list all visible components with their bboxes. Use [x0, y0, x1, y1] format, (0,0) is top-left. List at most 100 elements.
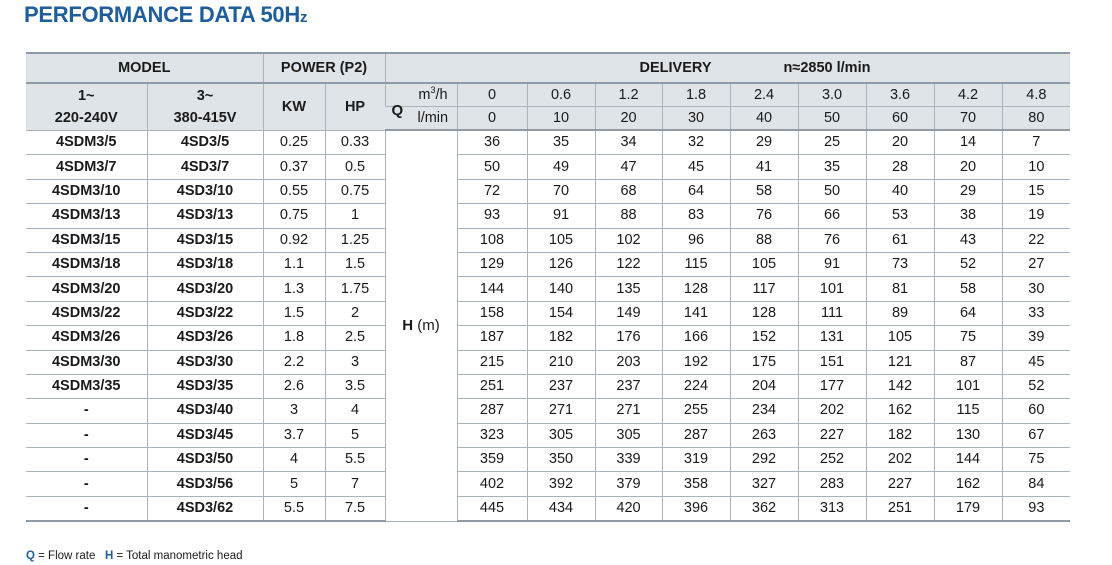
model-single-phase: 4SDM3/15 [26, 228, 147, 253]
head-value: 420 [594, 496, 663, 523]
header-row-m3h: 1~ 220-240V 3~ 380-415V KW HP Q m3/h 0 0.6… [26, 83, 1071, 131]
power-kw: 0.55 [262, 179, 326, 205]
head-value: 52 [933, 252, 1003, 278]
head-value: 144 [456, 276, 528, 302]
head-value: 319 [661, 447, 731, 473]
power-hp: 4 [324, 398, 386, 424]
head-value: 29 [933, 179, 1003, 205]
head-value: 35 [526, 130, 596, 156]
head-value: 60 [1001, 398, 1071, 424]
table-row: 4SDM3/30 4SD3/30 2.2 3 215 210 203 192 175 151 121… [26, 350, 1071, 375]
table-row: 4SDM3/35 4SD3/35 2.6 3.5 251 237 237 224 204 177 1… [26, 374, 1071, 400]
head-value: 305 [594, 423, 663, 449]
model-three-phase: 4SD3/5 [146, 130, 264, 156]
hp-header: HP [324, 83, 386, 131]
power-hp: 1 [324, 203, 386, 229]
head-value: 227 [797, 423, 867, 449]
head-value: 162 [933, 471, 1003, 497]
power-kw: 0.75 [262, 203, 326, 229]
model-single-phase: - [26, 447, 147, 473]
head-value: 128 [661, 276, 731, 302]
head-value: 237 [526, 374, 596, 400]
head-value: 215 [456, 350, 528, 375]
head-value: 313 [797, 496, 867, 523]
head-value: 251 [865, 496, 935, 523]
model-single-phase: 4SDM3/13 [26, 203, 147, 229]
head-value: 287 [661, 423, 731, 449]
head-value: 108 [456, 228, 528, 253]
head-value: 43 [933, 228, 1003, 253]
m3h-value: 1.2 [594, 83, 663, 107]
head-value: 396 [661, 496, 731, 523]
head-value: 49 [526, 154, 596, 180]
head-value: 149 [594, 301, 663, 327]
head-value: 176 [594, 325, 663, 351]
kw-header: KW [262, 83, 326, 131]
lmin-value: 80 [1001, 106, 1071, 131]
head-value: 162 [865, 398, 935, 424]
table-row: 4SDM3/18 4SD3/18 1.1 1.5 129 126 122 115 105 91 73… [26, 252, 1071, 278]
head-value: 47 [594, 154, 663, 180]
head-value: 19 [1001, 203, 1071, 229]
table-row: -4SD3/62 5.5 7.5 445 434 420 396 362 313 251 179 93 [26, 496, 1071, 523]
head-value: 263 [729, 423, 799, 449]
model-single-phase: 4SDM3/26 [26, 325, 147, 351]
head-value: 93 [456, 203, 528, 229]
head-value: 96 [661, 228, 731, 253]
head-label: H (m) [384, 130, 458, 522]
model-single-phase: - [26, 423, 147, 449]
power-hp: 5 [324, 423, 386, 449]
table-row: 4SDM3/13 4SD3/13 0.75 1 93 91 88 83 76 66 53 38 19 [26, 203, 1071, 229]
head-value: 20 [933, 154, 1003, 180]
power-kw: 0.37 [262, 154, 326, 180]
single-phase-header: 1~ 220-240V [26, 83, 147, 131]
footnote-h-key: H [104, 550, 114, 562]
head-value: 70 [526, 179, 596, 205]
power-hp: 0.5 [324, 154, 386, 180]
title-suffix: z [299, 9, 308, 26]
footnote-q-text: = Flow rate [34, 550, 96, 562]
head-value: 87 [933, 350, 1003, 375]
head-value: 40 [865, 179, 935, 205]
power-kw: 1.1 [262, 252, 326, 278]
power-kw: 2.6 [262, 374, 326, 400]
head-value: 81 [865, 276, 935, 302]
model-single-phase: 4SDM3/7 [26, 154, 147, 180]
model-single-phase: 4SDM3/18 [26, 252, 147, 278]
model-three-phase: 4SD3/35 [146, 374, 264, 400]
head-value: 204 [729, 374, 799, 400]
model-three-phase: 4SD3/45 [146, 423, 264, 449]
m3h-value: 2.4 [729, 83, 799, 107]
head-value: 105 [526, 228, 596, 253]
head-value: 88 [729, 228, 799, 253]
head-value: 89 [865, 301, 935, 327]
power-kw: 0.25 [262, 130, 326, 156]
head-value: 15 [1001, 179, 1071, 205]
footnote-q-key: Q [26, 550, 35, 562]
table-row: 4SDM3/26 4SD3/26 1.8 2.5 187 182 176 166 152 131 1… [26, 325, 1071, 351]
head-value: 64 [661, 179, 731, 205]
head-value: 102 [594, 228, 663, 253]
head-value: 392 [526, 471, 596, 497]
head-value: 28 [865, 154, 935, 180]
head-value: 84 [1001, 471, 1071, 497]
head-value: 140 [526, 276, 596, 302]
head-value: 58 [729, 179, 799, 205]
head-value: 115 [661, 252, 731, 278]
head-value: 122 [594, 252, 663, 278]
head-value: 76 [797, 228, 867, 253]
head-value: 283 [797, 471, 867, 497]
head-value: 224 [661, 374, 731, 400]
model-single-phase: 4SDM3/10 [26, 179, 147, 205]
m3h-value: 3.0 [797, 83, 867, 107]
power-hp: 7 [324, 471, 386, 497]
head-value: 202 [797, 398, 867, 424]
head-value: 105 [729, 252, 799, 278]
head-value: 154 [526, 301, 596, 327]
head-value: 27 [1001, 252, 1071, 278]
q-unit-m3h: Q m3/h [384, 83, 458, 119]
head-value: 61 [865, 228, 935, 253]
head-value: 141 [661, 301, 731, 327]
head-value: 252 [797, 447, 867, 473]
power-hp: 0.33 [324, 130, 386, 156]
